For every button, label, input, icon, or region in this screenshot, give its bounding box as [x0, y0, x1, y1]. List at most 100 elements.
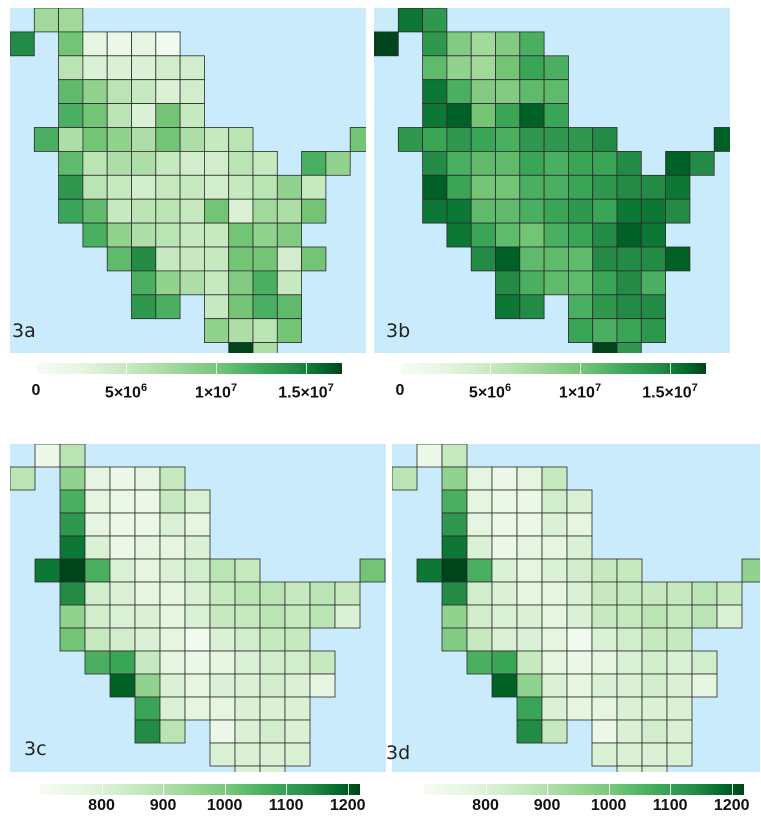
grid-cell [466, 627, 493, 652]
grid-cell [84, 650, 111, 675]
grid-cell [491, 535, 518, 560]
grid-cell [234, 581, 261, 606]
grid-cell [276, 222, 302, 248]
grid-cell [58, 31, 84, 57]
grid-cell [640, 198, 666, 224]
grid-cell [689, 150, 715, 176]
grid-cell [541, 604, 568, 629]
grid-cell [541, 673, 568, 698]
grid-cell [470, 55, 496, 81]
grid-cell [516, 696, 543, 721]
grid-cell [58, 103, 84, 128]
grid-cell [543, 222, 569, 248]
grid-cell [567, 222, 594, 248]
grid-cell [446, 150, 472, 176]
grid-cell [84, 489, 111, 514]
colorbar-tick-mark [163, 784, 165, 795]
grid-cell [541, 558, 568, 583]
grid-cell [567, 150, 594, 176]
grid-cell [109, 627, 136, 652]
colorbar-tick-label: 1100 [268, 797, 304, 814]
colorbar-tick-label: 900 [149, 797, 177, 814]
colorbar-ab-right [400, 363, 706, 374]
grid-cell [665, 150, 691, 176]
grid-cell [616, 673, 643, 698]
grid-cell [495, 174, 521, 200]
grid-cell [203, 222, 230, 248]
grid-cell [179, 246, 205, 272]
grid-cell [441, 444, 468, 468]
grid-cell [422, 198, 448, 224]
grid-cell [84, 604, 111, 629]
grid-cell [155, 79, 181, 104]
grid-cell [491, 512, 518, 537]
grid-cell [228, 198, 254, 224]
grid-cell [466, 512, 493, 537]
grid-cell [209, 742, 236, 767]
grid-cell [203, 150, 230, 176]
grid-cell [640, 174, 666, 200]
grid-cell [259, 742, 286, 767]
grid-cell [259, 719, 286, 744]
grid-cell [491, 673, 518, 698]
grid-cell [641, 627, 668, 652]
grid-cell [566, 581, 593, 606]
colorbar-tick-label: 5×106 [104, 382, 148, 402]
grid-cell [566, 650, 593, 675]
grid-cell [82, 150, 108, 176]
grid-cell [392, 466, 418, 491]
grid-cell [470, 246, 496, 272]
grid-cell [616, 604, 643, 629]
grid-cell [59, 558, 86, 583]
grid-cell [155, 127, 181, 152]
grid-cell [234, 627, 261, 652]
grid-cell [591, 558, 618, 583]
grid-cell [234, 673, 261, 698]
grid-cell [566, 604, 593, 629]
colorbar-tick-mark [547, 784, 549, 795]
grid-cell [591, 742, 618, 767]
colorbar-tick-label: 5×106 [468, 382, 512, 402]
grid-cell [106, 103, 132, 128]
grid-cell [109, 489, 136, 514]
grid-cell [422, 79, 448, 104]
grid-cell [309, 650, 336, 675]
grid-cell [567, 127, 594, 152]
grid-cell [592, 270, 618, 296]
grid-cell [259, 627, 286, 652]
grid-cell [592, 246, 618, 272]
grid-cell [325, 150, 351, 176]
grid-cell [284, 650, 311, 675]
grid-cell [616, 696, 643, 721]
grid-cell [541, 535, 568, 560]
grid-cell [470, 174, 496, 200]
grid-cell [641, 696, 668, 721]
grid-cell [106, 79, 132, 104]
grid-cell [131, 150, 157, 176]
grid-cell [234, 558, 261, 583]
grid-cell [228, 150, 254, 176]
grid-cell [59, 604, 86, 629]
colorbar-tick-label: 800 [472, 797, 499, 814]
grid-cell [541, 466, 568, 491]
grid-cell [416, 444, 443, 468]
grid-cell [184, 627, 211, 652]
grid-cell [641, 742, 668, 767]
grid-cell [495, 31, 521, 57]
grid-cell [397, 127, 423, 152]
grid-cell [234, 742, 261, 767]
grid-cell [519, 55, 545, 81]
colorbar-cd-right [424, 784, 744, 795]
grid-cell [276, 318, 302, 344]
grid-cell [519, 127, 545, 152]
grid-cell [58, 174, 84, 200]
grid-cell [691, 650, 718, 675]
grid-cell [276, 294, 302, 320]
grid-cell [591, 696, 618, 721]
map-panel-3d: 3d [386, 444, 760, 772]
grid-cell [58, 55, 84, 81]
grid-cell [179, 198, 205, 224]
grid-cell [284, 581, 311, 606]
grid-cell [252, 318, 278, 344]
grid-cell [234, 719, 261, 744]
